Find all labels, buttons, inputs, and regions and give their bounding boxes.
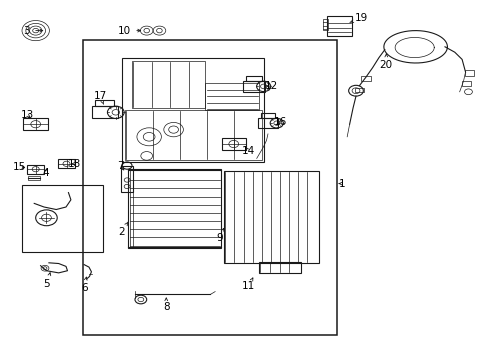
Text: 10: 10 <box>118 26 140 36</box>
Bar <box>224 171 319 263</box>
Bar <box>243 81 264 91</box>
Text: 19: 19 <box>349 13 368 23</box>
Text: 12: 12 <box>264 81 278 91</box>
Text: 9: 9 <box>216 228 224 243</box>
Bar <box>95 100 114 106</box>
Text: 6: 6 <box>81 277 87 293</box>
Text: 18: 18 <box>67 159 81 169</box>
Text: 15: 15 <box>13 162 26 172</box>
Bar <box>122 58 264 162</box>
Text: 8: 8 <box>163 298 169 312</box>
Bar <box>22 185 102 252</box>
Bar <box>259 262 300 273</box>
Bar <box>28 176 40 180</box>
Text: 11: 11 <box>241 278 255 291</box>
Bar <box>461 81 470 86</box>
Bar <box>129 170 133 248</box>
Bar <box>58 159 75 168</box>
Bar <box>27 165 44 174</box>
Bar <box>322 19 327 30</box>
Bar <box>83 40 337 335</box>
Text: 14: 14 <box>241 146 255 156</box>
Text: 7: 7 <box>117 161 123 171</box>
Text: 16: 16 <box>273 117 286 127</box>
Bar <box>221 138 245 150</box>
Text: 1: 1 <box>338 179 345 189</box>
Bar <box>354 88 364 92</box>
Bar <box>132 61 205 108</box>
Bar <box>257 118 278 128</box>
Bar <box>124 110 261 160</box>
Bar <box>128 169 221 248</box>
Text: 3: 3 <box>23 26 42 36</box>
Text: 20: 20 <box>379 54 392 70</box>
Bar <box>121 166 133 192</box>
Bar <box>23 118 48 130</box>
Text: 17: 17 <box>93 91 107 104</box>
Bar <box>360 76 370 81</box>
Bar <box>205 83 259 110</box>
Bar <box>464 70 473 76</box>
Text: 5: 5 <box>43 273 51 289</box>
Bar <box>326 16 351 36</box>
Text: 4: 4 <box>42 168 49 178</box>
Text: 2: 2 <box>118 222 128 237</box>
Text: 13: 13 <box>20 110 34 120</box>
Bar <box>246 76 262 81</box>
Bar <box>260 113 275 118</box>
Bar <box>91 106 118 118</box>
